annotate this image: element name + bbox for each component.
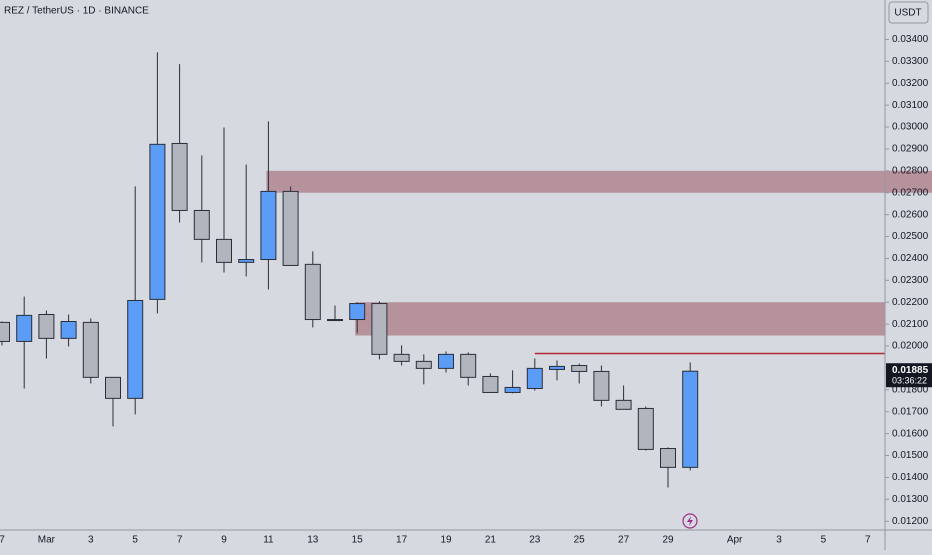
lightning-icon[interactable] [682,513,698,529]
candle-body [682,370,699,468]
currency-label[interactable]: USDT [894,8,921,19]
candle-body [0,321,10,342]
chart-title: REZ / TetherUS · 1D · BINANCE [4,6,149,17]
candle-body [526,367,543,390]
x-tick-label: 9 [221,535,227,546]
x-tick-label: 27 [618,535,630,546]
y-tick-label: 0.01400 [892,472,929,483]
x-tick-label: 7 [177,535,183,546]
supply-zone [266,170,932,193]
y-tick-label: 0.02400 [892,253,929,264]
x-tick-label: 25 [574,535,586,546]
candle-body [260,190,277,261]
candle-body [371,303,388,355]
candle-body [127,299,144,399]
candle-body [504,386,521,393]
x-tick-label: 29 [662,535,674,546]
currency-box[interactable] [888,1,929,24]
candle-body [327,319,343,322]
candle-body [171,142,188,211]
x-tick-label: 5 [132,535,138,546]
countdown-label: 03:36:22 [892,376,927,386]
last-price-label: 0.01885 [892,365,929,376]
x-tick-label: 3 [776,535,782,546]
y-tick-label: 0.02900 [892,144,929,155]
candle-body [105,376,121,399]
x-tick-label: 23 [529,535,541,546]
candle-body [193,209,210,240]
supply-zone [355,302,885,336]
y-tick-label: 0.02100 [892,319,929,330]
candle-body [60,321,77,339]
candle-body [615,399,632,410]
candle-body [482,375,499,393]
x-tick-label: 17 [396,535,408,546]
candle-body [82,321,99,378]
y-tick-label: 0.01700 [892,406,929,417]
x-tick-label: 21 [485,535,497,546]
y-tick-label: 0.03400 [892,34,929,45]
y-tick-label: 0.01600 [892,428,929,439]
last-price-box [886,363,932,388]
candle-body [216,238,232,263]
candle-body [593,370,610,401]
candle-body [238,259,255,263]
y-tick-label: 0.02800 [892,165,929,176]
y-tick-label: 0.03000 [892,122,929,133]
candle-body [38,313,55,339]
y-tick-label: 0.01200 [892,516,929,527]
x-tick-label: Apr [727,535,743,546]
y-tick-label: 0.03300 [892,56,929,67]
y-tick-label: 0.01800 [892,384,929,395]
y-tick-label: 0.02000 [892,341,929,352]
x-tick-label: 5 [821,535,827,546]
candle-body [16,314,33,342]
y-tick-label: 0.01300 [892,494,929,505]
y-tick-label: 0.01500 [892,450,929,461]
candle-body [349,303,366,321]
candle-body [393,353,410,362]
x-tick-label: 19 [440,535,452,546]
y-tick-label: 0.03100 [892,100,929,111]
candle-body [460,353,477,378]
candle-body [304,263,321,321]
x-tick-label: 15 [352,535,364,546]
y-tick-label: 0.02300 [892,275,929,286]
x-tick-label: 11 [263,535,274,546]
y-tick-label: 0.02200 [892,297,929,308]
candle-body [549,365,565,370]
candle-body [415,360,432,369]
candle-body [438,353,454,369]
x-tick-label: Mar [38,535,56,546]
y-tick-label: 0.02500 [892,231,929,242]
candle-body [571,365,588,372]
x-tick-label: 13 [307,535,319,546]
plot-area [0,52,885,488]
x-tick-label: 3 [88,535,94,546]
candle-body [660,448,676,468]
x-tick-label: 7 [865,535,871,546]
candle-body [637,407,654,450]
y-tick-label: 0.03200 [892,78,929,89]
y-tick-label: 0.02700 [892,187,929,198]
candle-body [282,190,299,266]
candle-body [149,143,166,300]
y-tick-label: 0.02600 [892,209,929,220]
x-tick-label: 7 [0,535,5,546]
